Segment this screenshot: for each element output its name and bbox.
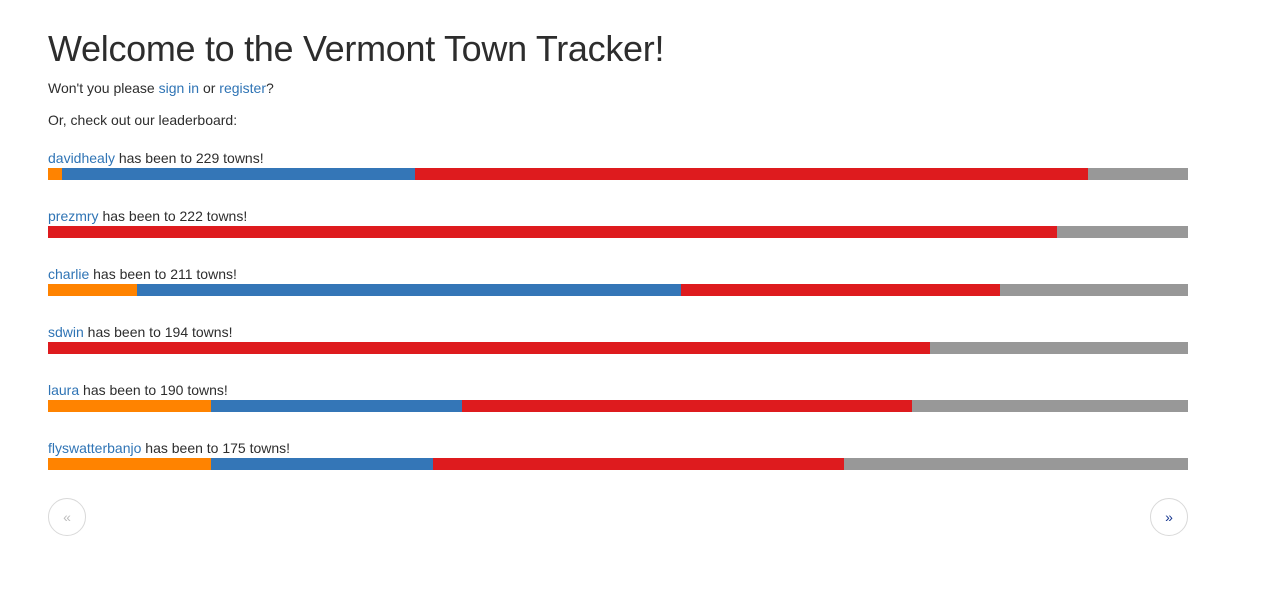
entry-count: 175 xyxy=(222,440,245,456)
entry-count: 190 xyxy=(160,382,183,398)
pager-next-button[interactable]: » xyxy=(1150,498,1188,536)
progress-segment xyxy=(415,168,1088,180)
entry-suffix-text: towns! xyxy=(246,440,290,456)
prompt-mid: or xyxy=(199,80,219,96)
progress-segment xyxy=(48,342,930,354)
progress-segment xyxy=(48,168,62,180)
progress-segment xyxy=(912,400,1188,412)
entry-text: flyswatterbanjo has been to 175 towns! xyxy=(48,440,1222,456)
progress-segment xyxy=(48,400,211,412)
entry-count: 222 xyxy=(180,208,203,224)
user-link[interactable]: prezmry xyxy=(48,208,99,224)
entry-text: sdwin has been to 194 towns! xyxy=(48,324,1222,340)
entry-text: prezmry has been to 222 towns! xyxy=(48,208,1222,224)
leaderboard-entry: sdwin has been to 194 towns! xyxy=(48,324,1222,354)
page-container: Welcome to the Vermont Town Tracker! Won… xyxy=(0,0,1270,576)
leaderboard-intro: Or, check out our leaderboard: xyxy=(48,112,1222,128)
progress-segment xyxy=(1057,226,1188,238)
prompt-suffix: ? xyxy=(266,80,274,96)
progress-segment xyxy=(433,458,843,470)
progress-segment xyxy=(844,458,1188,470)
entry-suffix-text: towns! xyxy=(188,324,232,340)
pager-prev-button[interactable]: « xyxy=(48,498,86,536)
progress-segment xyxy=(681,284,1000,296)
entry-count: 211 xyxy=(170,266,192,282)
user-link[interactable]: sdwin xyxy=(48,324,84,340)
entry-suffix-text: towns! xyxy=(193,266,237,282)
progress-segment xyxy=(48,226,1057,238)
progress-bar xyxy=(48,168,1188,180)
progress-bar xyxy=(48,400,1188,412)
progress-bar xyxy=(48,226,1188,238)
progress-segment xyxy=(1088,168,1188,180)
user-link[interactable]: laura xyxy=(48,382,79,398)
progress-segment xyxy=(930,342,1188,354)
pager: « » xyxy=(48,498,1188,536)
leaderboard-list: davidhealy has been to 229 towns!prezmry… xyxy=(48,150,1222,470)
progress-segment xyxy=(62,168,415,180)
leaderboard-entry: laura has been to 190 towns! xyxy=(48,382,1222,412)
progress-segment xyxy=(462,400,912,412)
entry-count: 229 xyxy=(196,150,219,166)
entry-count: 194 xyxy=(165,324,188,340)
entry-suffix-text: towns! xyxy=(203,208,247,224)
leaderboard-entry: charlie has been to 211 towns! xyxy=(48,266,1222,296)
entry-text: davidhealy has been to 229 towns! xyxy=(48,150,1222,166)
entry-mid-text: has been to xyxy=(99,208,180,224)
progress-bar xyxy=(48,284,1188,296)
register-link[interactable]: register xyxy=(219,80,266,96)
entry-mid-text: has been to xyxy=(115,150,196,166)
entry-text: charlie has been to 211 towns! xyxy=(48,266,1222,282)
leaderboard-entry: prezmry has been to 222 towns! xyxy=(48,208,1222,238)
entry-mid-text: has been to xyxy=(141,440,222,456)
user-link[interactable]: flyswatterbanjo xyxy=(48,440,141,456)
prompt-prefix: Won't you please xyxy=(48,80,159,96)
progress-segment xyxy=(211,458,433,470)
user-link[interactable]: davidhealy xyxy=(48,150,115,166)
progress-segment xyxy=(1000,284,1188,296)
progress-segment xyxy=(137,284,681,296)
entry-mid-text: has been to xyxy=(84,324,165,340)
user-link[interactable]: charlie xyxy=(48,266,89,282)
progress-bar xyxy=(48,458,1188,470)
entry-mid-text: has been to xyxy=(79,382,160,398)
entry-text: laura has been to 190 towns! xyxy=(48,382,1222,398)
auth-prompt: Won't you please sign in or register? xyxy=(48,80,1222,96)
progress-segment xyxy=(48,458,211,470)
entry-mid-text: has been to xyxy=(89,266,170,282)
sign-in-link[interactable]: sign in xyxy=(159,80,199,96)
entry-suffix-text: towns! xyxy=(183,382,227,398)
leaderboard-entry: davidhealy has been to 229 towns! xyxy=(48,150,1222,180)
leaderboard-entry: flyswatterbanjo has been to 175 towns! xyxy=(48,440,1222,470)
entry-suffix-text: towns! xyxy=(219,150,263,166)
progress-segment xyxy=(48,284,137,296)
page-title: Welcome to the Vermont Town Tracker! xyxy=(48,28,1222,70)
progress-bar xyxy=(48,342,1188,354)
progress-segment xyxy=(211,400,462,412)
